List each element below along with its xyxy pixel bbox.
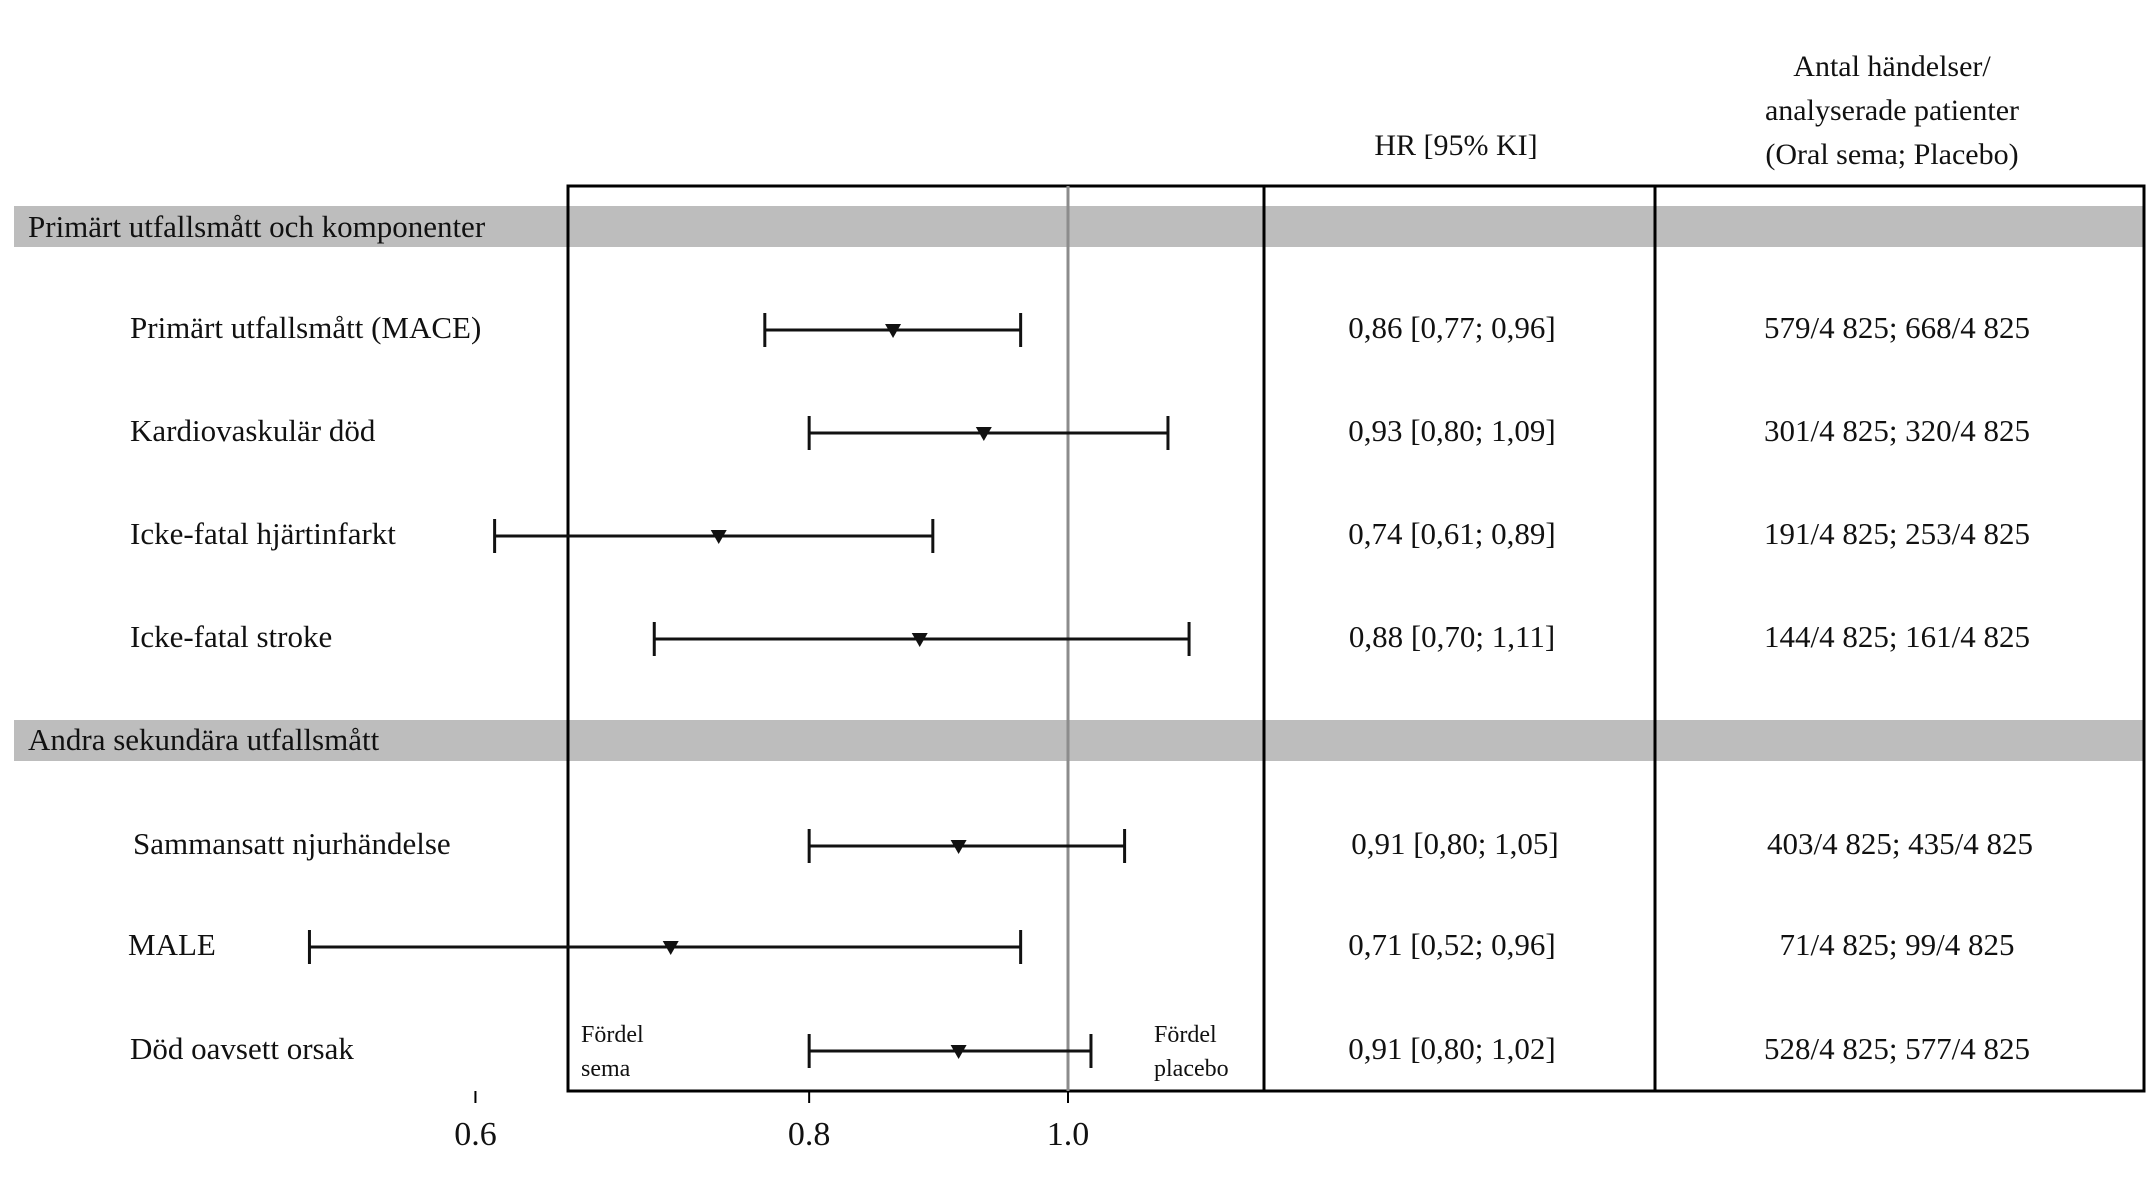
- events-value-stroke: 144/4 825; 161/4 825: [1764, 619, 2030, 654]
- point-estimate-male: [662, 941, 679, 955]
- hr-value-death: 0,91 [0,80; 1,02]: [1348, 1031, 1556, 1066]
- events-value-renal: 403/4 825; 435/4 825: [1767, 826, 2033, 861]
- table-frame: [566, 184, 2146, 1093]
- point-estimate-primart-utfallsmatt-mace: [885, 324, 902, 338]
- events-value-male: 71/4 825; 99/4 825: [1779, 927, 2014, 962]
- hr-value-mace: 0,86 [0,77; 0,96]: [1348, 310, 1556, 345]
- row-label-renal: Sammansatt njurhändelse: [133, 826, 451, 861]
- row-label-cv-death: Kardiovaskulär död: [130, 413, 376, 448]
- section-title-primary: Primärt utfallsmått och komponenter: [28, 209, 486, 244]
- hr-value-male: 0,71 [0,52; 0,96]: [1348, 927, 1556, 962]
- row-label-mace: Primärt utfallsmått (MACE): [130, 310, 481, 345]
- x-tick-label-0: 0.6: [454, 1116, 497, 1153]
- hr-value-stroke: 0,88 [0,70; 1,11]: [1349, 619, 1555, 654]
- point-estimate-kardiovaskular-dod: [975, 427, 992, 441]
- row-label-death: Död oavsett orsak: [130, 1031, 354, 1066]
- section-title-secondary: Andra sekundära utfallsmått: [28, 722, 380, 757]
- events-value-mace: 579/4 825; 668/4 825: [1764, 310, 2030, 345]
- events-value-death: 528/4 825; 577/4 825: [1764, 1031, 2030, 1066]
- hr-header: HR [95% KI]: [1374, 129, 1537, 162]
- plot-marks: [307, 313, 1191, 1068]
- x-tick-label-1: 0.8: [788, 1116, 831, 1153]
- favours-sema-line-1: Fördel: [581, 1022, 644, 1048]
- row-label-stroke: Icke-fatal stroke: [130, 619, 332, 654]
- x-axis: 0.6 0.8 1.0: [454, 1091, 1089, 1153]
- events-header-line-1: Antal händelser/: [1793, 50, 1991, 83]
- point-estimate-sammansatt-njurhandelse: [950, 840, 967, 854]
- favours-sema-line-2: sema: [581, 1056, 631, 1082]
- point-estimate-icke-fatal-stroke: [911, 633, 928, 647]
- events-header-line-2: analyserade patienter: [1765, 94, 2019, 127]
- events-header-line-3: (Oral sema; Placebo): [1765, 138, 2018, 171]
- section-band-primary: [14, 206, 2144, 247]
- row-label-male: MALE: [128, 927, 216, 962]
- hr-value-cv-death: 0,93 [0,80; 1,09]: [1348, 413, 1556, 448]
- events-value-cv-death: 301/4 825; 320/4 825: [1764, 413, 2030, 448]
- section-band-secondary: [14, 720, 2144, 761]
- favours-placebo-line-1: Fördel: [1154, 1022, 1217, 1048]
- hr-value-renal: 0,91 [0,80; 1,05]: [1351, 826, 1559, 861]
- hr-value-mi: 0,74 [0,61; 0,89]: [1348, 516, 1556, 551]
- events-value-mi: 191/4 825; 253/4 825: [1764, 516, 2030, 551]
- favours-placebo-line-2: placebo: [1154, 1056, 1229, 1082]
- x-tick-label-2: 1.0: [1047, 1116, 1090, 1153]
- row-label-mi: Icke-fatal hjärtinfarkt: [130, 516, 396, 551]
- point-estimate-icke-fatal-hjartinfarkt: [710, 530, 727, 544]
- point-estimate-dod-oavsett-orsak: [950, 1045, 967, 1059]
